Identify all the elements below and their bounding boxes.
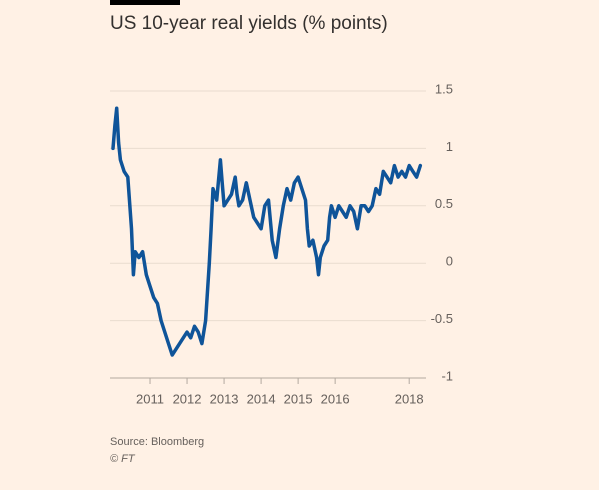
x-tick-label: 2014 — [247, 391, 276, 406]
chart-title: US 10-year real yields (% points) — [110, 13, 388, 34]
y-tick-label: -1 — [441, 368, 453, 383]
y-tick-label: -0.5 — [431, 311, 453, 326]
brand-bar — [110, 0, 180, 5]
y-tick-label: 0 — [446, 254, 453, 269]
line — [111, 106, 423, 357]
x-tick-label: 2016 — [321, 391, 350, 406]
y-tick-label: 0.5 — [435, 196, 453, 211]
x-tick-label: 2012 — [173, 391, 202, 406]
credit: © FT — [110, 453, 136, 465]
x-tick-label: 2011 — [136, 391, 164, 406]
source: Source: Bloomberg — [110, 436, 204, 448]
y-tick-label: 1.5 — [435, 81, 453, 96]
x-tick-label: 2015 — [284, 391, 313, 406]
y-tick-label: 1 — [446, 139, 453, 154]
x-tick-label: 2013 — [210, 391, 239, 406]
x-tick-label: 2018 — [395, 391, 424, 406]
